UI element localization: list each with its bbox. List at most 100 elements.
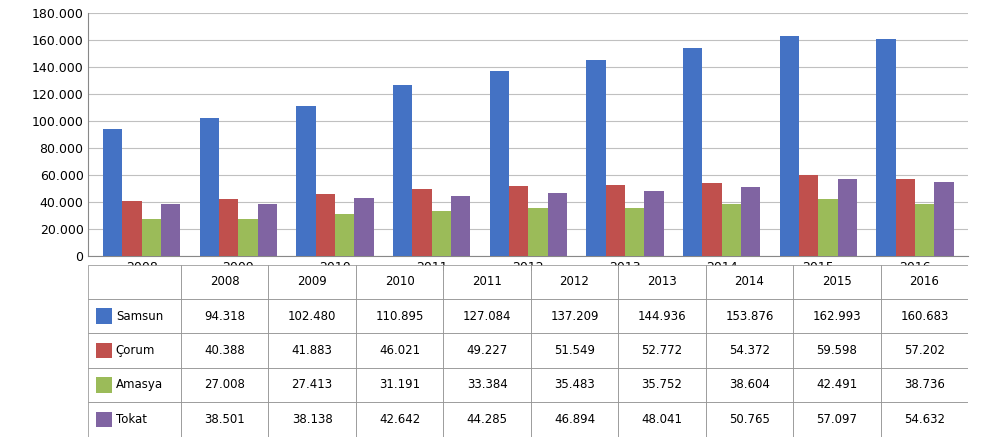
Text: 40.388: 40.388 xyxy=(204,344,245,357)
Bar xyxy=(238,219,258,256)
Bar xyxy=(896,179,915,256)
FancyBboxPatch shape xyxy=(881,299,968,333)
Text: 2014: 2014 xyxy=(734,275,765,288)
FancyBboxPatch shape xyxy=(181,402,268,437)
Bar xyxy=(219,199,238,256)
FancyBboxPatch shape xyxy=(793,402,881,437)
Text: Çorum: Çorum xyxy=(116,344,155,357)
Bar xyxy=(335,214,354,256)
Text: 2013: 2013 xyxy=(647,275,677,288)
Bar xyxy=(451,196,470,256)
Bar xyxy=(412,190,432,256)
Text: 153.876: 153.876 xyxy=(725,310,774,323)
Text: 49.227: 49.227 xyxy=(467,344,507,357)
FancyBboxPatch shape xyxy=(88,265,181,299)
Text: 2008: 2008 xyxy=(209,275,240,288)
Bar xyxy=(95,411,112,427)
Text: 27.413: 27.413 xyxy=(292,378,332,392)
FancyBboxPatch shape xyxy=(443,402,531,437)
FancyBboxPatch shape xyxy=(618,265,706,299)
FancyBboxPatch shape xyxy=(443,265,531,299)
FancyBboxPatch shape xyxy=(356,299,443,333)
Bar xyxy=(838,179,857,256)
Text: 2015: 2015 xyxy=(822,275,852,288)
Bar xyxy=(200,118,219,256)
FancyBboxPatch shape xyxy=(531,299,618,333)
Text: 160.683: 160.683 xyxy=(900,310,949,323)
Text: 42.491: 42.491 xyxy=(817,378,857,392)
Text: 35.483: 35.483 xyxy=(554,378,595,392)
Text: 2016: 2016 xyxy=(909,275,940,288)
Bar xyxy=(258,204,277,256)
Text: 38.501: 38.501 xyxy=(204,413,245,426)
FancyBboxPatch shape xyxy=(356,402,443,437)
Bar xyxy=(528,208,548,256)
Bar xyxy=(606,185,625,256)
FancyBboxPatch shape xyxy=(793,299,881,333)
FancyBboxPatch shape xyxy=(618,368,706,402)
Text: 57.202: 57.202 xyxy=(904,344,945,357)
FancyBboxPatch shape xyxy=(443,299,531,333)
FancyBboxPatch shape xyxy=(881,265,968,299)
Text: 35.752: 35.752 xyxy=(642,378,682,392)
Text: 46.021: 46.021 xyxy=(379,344,420,357)
Text: 41.883: 41.883 xyxy=(292,344,332,357)
Text: 162.993: 162.993 xyxy=(813,310,861,323)
Bar xyxy=(122,202,142,256)
FancyBboxPatch shape xyxy=(268,265,356,299)
Bar xyxy=(819,198,838,256)
Bar xyxy=(877,39,896,256)
FancyBboxPatch shape xyxy=(268,368,356,402)
Bar xyxy=(432,211,451,256)
FancyBboxPatch shape xyxy=(706,265,793,299)
Text: 2010: 2010 xyxy=(384,275,415,288)
Text: 144.936: 144.936 xyxy=(638,310,686,323)
FancyBboxPatch shape xyxy=(88,299,181,333)
Bar xyxy=(683,49,703,256)
FancyBboxPatch shape xyxy=(268,299,356,333)
Text: 110.895: 110.895 xyxy=(376,310,424,323)
FancyBboxPatch shape xyxy=(793,368,881,402)
Text: Amasya: Amasya xyxy=(116,378,163,392)
Text: 38.736: 38.736 xyxy=(904,378,945,392)
FancyBboxPatch shape xyxy=(356,368,443,402)
FancyBboxPatch shape xyxy=(618,299,706,333)
Bar xyxy=(509,186,529,256)
FancyBboxPatch shape xyxy=(706,299,793,333)
Bar xyxy=(915,204,935,256)
Text: 54.632: 54.632 xyxy=(904,413,945,426)
Bar xyxy=(587,60,606,256)
FancyBboxPatch shape xyxy=(706,368,793,402)
Bar xyxy=(490,71,509,256)
Text: 94.318: 94.318 xyxy=(204,310,245,323)
FancyBboxPatch shape xyxy=(181,299,268,333)
FancyBboxPatch shape xyxy=(443,333,531,368)
Bar xyxy=(935,182,954,256)
Text: 27.008: 27.008 xyxy=(204,378,245,392)
Bar xyxy=(296,106,316,256)
Bar xyxy=(95,343,112,359)
Bar xyxy=(548,193,567,256)
FancyBboxPatch shape xyxy=(793,265,881,299)
FancyBboxPatch shape xyxy=(531,368,618,402)
Bar xyxy=(393,85,412,256)
Text: 54.372: 54.372 xyxy=(729,344,770,357)
Bar xyxy=(142,219,161,256)
FancyBboxPatch shape xyxy=(881,368,968,402)
Text: 38.604: 38.604 xyxy=(729,378,770,392)
Text: 46.894: 46.894 xyxy=(554,413,595,426)
Bar xyxy=(780,36,799,256)
Text: 2009: 2009 xyxy=(297,275,327,288)
Bar xyxy=(95,377,112,393)
Text: 38.138: 38.138 xyxy=(292,413,332,426)
Text: 127.084: 127.084 xyxy=(463,310,511,323)
FancyBboxPatch shape xyxy=(356,265,443,299)
Text: 102.480: 102.480 xyxy=(288,310,336,323)
Bar xyxy=(161,204,180,256)
Text: 59.598: 59.598 xyxy=(817,344,857,357)
FancyBboxPatch shape xyxy=(706,402,793,437)
Bar xyxy=(722,204,741,256)
Bar xyxy=(354,198,374,256)
Bar xyxy=(799,176,819,256)
FancyBboxPatch shape xyxy=(881,333,968,368)
